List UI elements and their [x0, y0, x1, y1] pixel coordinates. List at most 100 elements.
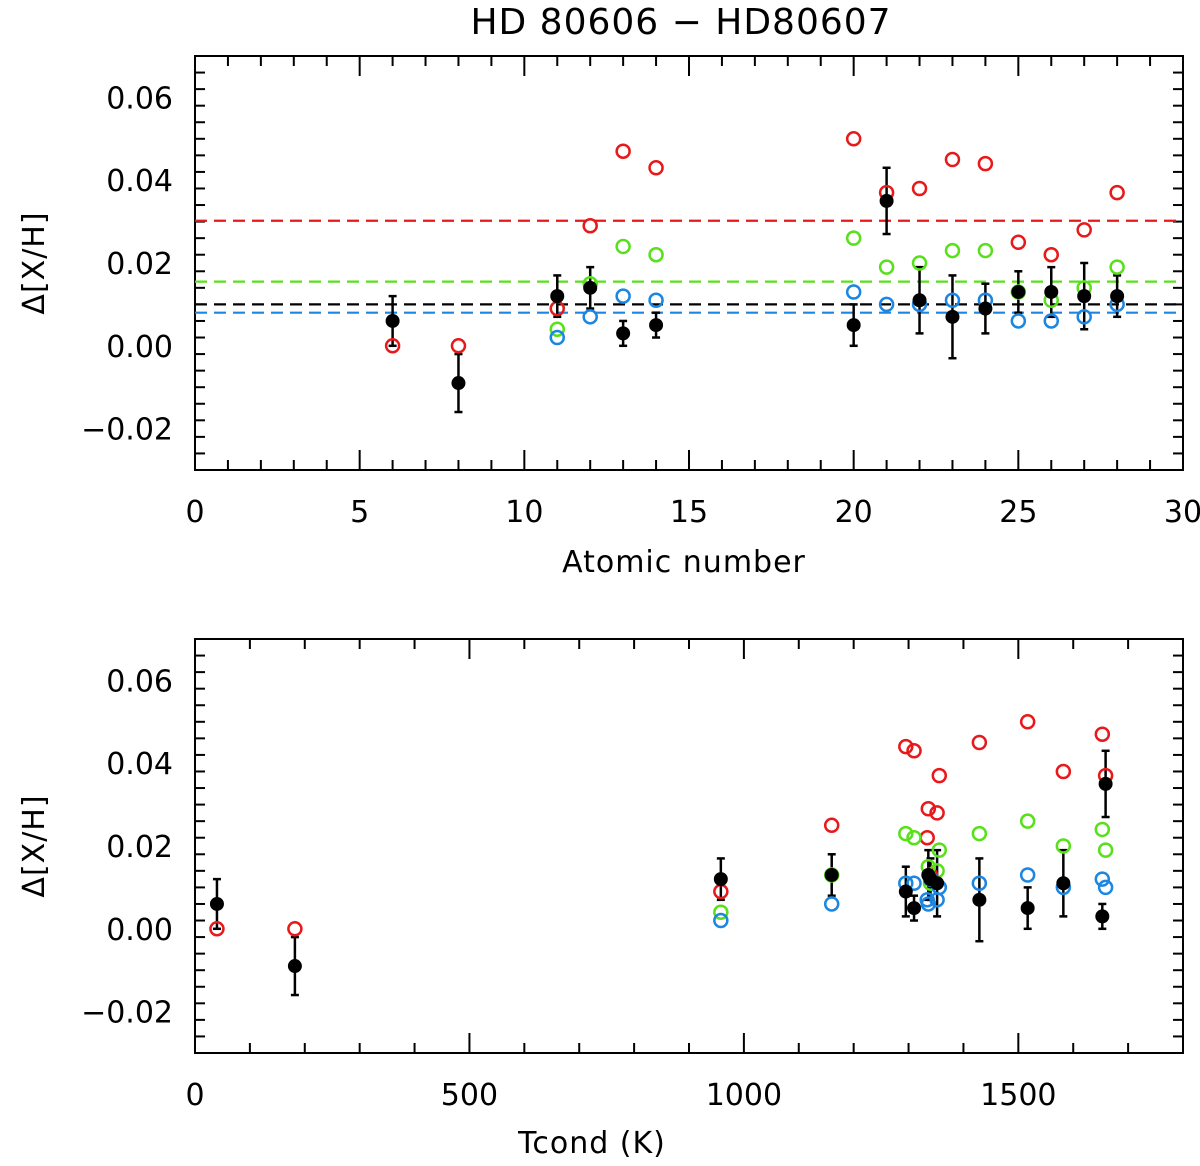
- filled-circle-point: [879, 193, 894, 208]
- open-circle-point: [944, 151, 961, 168]
- open-circle-point: [287, 921, 303, 937]
- open-circle-point: [549, 321, 566, 337]
- filled-circle-point: [583, 280, 598, 295]
- y-tick-label: 0.02: [106, 830, 173, 865]
- open-circle-point: [450, 338, 467, 354]
- open-circle-point: [911, 180, 928, 197]
- filled-circle-point: [209, 896, 224, 911]
- x-tick-label: 0: [185, 495, 204, 530]
- open-circle-point: [878, 259, 895, 275]
- open-circle-point: [906, 875, 922, 892]
- open-circle-point: [1019, 714, 1036, 730]
- open-circle-point: [1043, 313, 1060, 329]
- open-circle-point: [1043, 246, 1060, 263]
- open-circle-point: [1076, 222, 1092, 238]
- open-circle-point: [977, 242, 994, 259]
- x-axis-label-tcond: Tcond (K): [517, 1126, 666, 1161]
- open-circle-point: [1109, 184, 1125, 201]
- open-circle-point: [615, 143, 631, 159]
- open-circle-point: [549, 329, 566, 346]
- filled-circle-point: [945, 309, 960, 324]
- y-tick-label: 0.06: [106, 81, 173, 116]
- open-circle-point: [615, 238, 631, 255]
- open-circle-point: [845, 230, 862, 246]
- y-axis-label-atomic-number: Δ[X/H]: [17, 211, 52, 314]
- filled-circle-point: [907, 901, 922, 916]
- figure-title: HD 80606 − HD80607: [470, 2, 891, 43]
- open-circle-point: [919, 829, 935, 846]
- x-axis-label-atomic-number: Atomic number: [562, 545, 806, 580]
- filled-circle-point: [451, 376, 466, 391]
- open-circle-point: [944, 292, 961, 309]
- open-circle-point: [615, 288, 631, 304]
- filled-circle-point: [550, 289, 565, 304]
- y-tick-label: 0.00: [106, 913, 173, 948]
- x-tick-label: 30: [1164, 495, 1200, 530]
- filled-circle-point: [1098, 776, 1113, 791]
- open-circle-point: [971, 825, 988, 842]
- data-points-tcond: [209, 714, 1114, 997]
- open-circle-point: [1094, 871, 1111, 887]
- x-tick-label: 25: [999, 495, 1037, 530]
- open-circle-point: [971, 734, 988, 751]
- filled-circle-point: [978, 301, 993, 316]
- filled-circle-point: [1044, 284, 1059, 299]
- open-circle-point: [911, 255, 928, 271]
- open-circle-point: [906, 743, 922, 759]
- plot-frame-atomic-number: [194, 55, 1184, 471]
- filled-circle-point: [1056, 876, 1071, 891]
- open-circle-point: [977, 155, 994, 172]
- filled-circle-point: [713, 872, 728, 887]
- x-tick-label: 500: [441, 1078, 498, 1113]
- y-tick-labels-tcond: −0.02 0.00 0.02 0.04 0.06: [81, 664, 173, 1030]
- x-tick-label: 15: [670, 495, 708, 530]
- open-circle-point: [1076, 309, 1092, 325]
- filled-circle-point: [616, 326, 631, 341]
- open-circle-point: [384, 338, 401, 354]
- open-circle-point: [713, 912, 729, 929]
- filled-circle-point: [1020, 901, 1035, 916]
- y-tick-label: −0.02: [81, 413, 173, 448]
- filled-circle-point: [1011, 284, 1026, 299]
- filled-circle-point: [912, 293, 927, 308]
- y-axis-label-tcond: Δ[X/H]: [17, 794, 52, 897]
- open-circle-point: [906, 829, 922, 846]
- open-circle-point: [713, 904, 729, 920]
- y-tick-label: −0.02: [81, 996, 173, 1031]
- open-circle-point: [582, 217, 598, 234]
- open-circle-point: [648, 246, 664, 263]
- open-circle-point: [1109, 259, 1125, 275]
- panel-atomic-number: 0 5 10 15 20 25 30 −0.02 0.00 0.02 0.04 0.06 Atomi…: [17, 55, 1200, 580]
- x-tick-label: 5: [350, 495, 369, 530]
- open-circle-point: [1055, 838, 1072, 854]
- filled-circle-point: [1110, 289, 1125, 304]
- open-circle-point: [1010, 313, 1027, 329]
- mean-lines-atomic-number: [195, 219, 1183, 314]
- filled-circle-point: [824, 867, 839, 882]
- open-circle-point: [823, 817, 840, 834]
- open-circle-point: [898, 738, 914, 755]
- filled-circle-point: [972, 892, 987, 907]
- data-points-atomic-number: [384, 131, 1125, 414]
- y-tick-label: 0.02: [106, 247, 173, 282]
- open-circle-point: [1097, 842, 1114, 858]
- y-tick-label: 0.06: [106, 664, 173, 699]
- filled-circle-point: [846, 318, 861, 333]
- plot-frame-tcond: [194, 638, 1184, 1054]
- filled-circle-point: [385, 313, 400, 328]
- filled-circle-point: [1095, 909, 1110, 924]
- open-circle-point: [920, 800, 937, 817]
- x-tick-label: 20: [835, 495, 873, 530]
- x-tick-label: 10: [505, 495, 543, 530]
- open-circle-point: [931, 767, 948, 784]
- open-circle-point: [648, 160, 664, 176]
- x-tick-labels-atomic-number: 0 5 10 15 20 25 30: [185, 495, 1200, 530]
- open-circle-point: [823, 896, 840, 912]
- open-circle-point: [648, 292, 664, 309]
- open-circle-point: [931, 842, 948, 858]
- x-tick-label: 1500: [980, 1078, 1056, 1113]
- open-circle-point: [845, 284, 862, 300]
- panel-tcond: 0 500 1000 1500 −0.02 0.00 0.02 0.04 0.06 Tcond…: [17, 638, 1184, 1161]
- open-circle-point: [1097, 879, 1114, 896]
- open-circle-point: [1094, 726, 1111, 742]
